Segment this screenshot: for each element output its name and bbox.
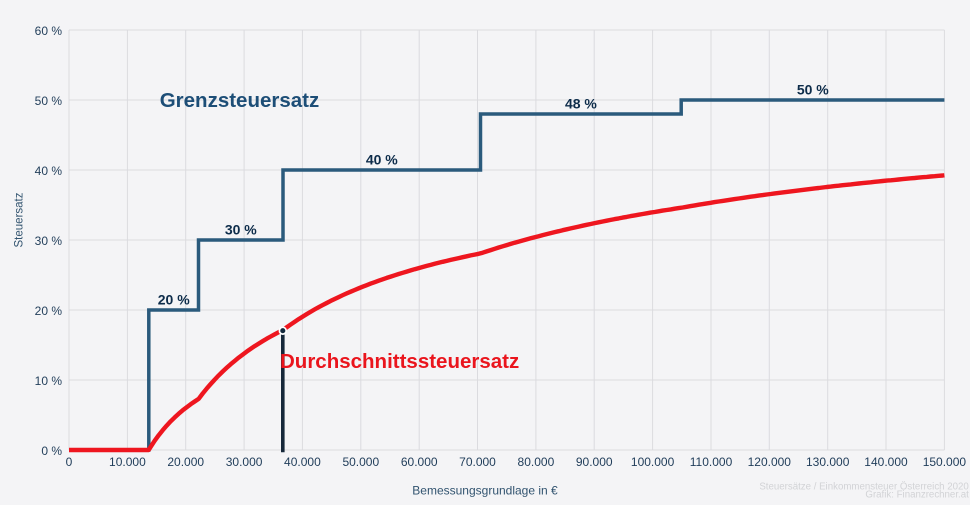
svg-text:80.000: 80.000 bbox=[518, 455, 555, 469]
svg-text:30 %: 30 % bbox=[225, 222, 257, 238]
svg-text:Grafik: Finanzrechner.at: Grafik: Finanzrechner.at bbox=[865, 490, 969, 501]
svg-text:0: 0 bbox=[66, 455, 73, 469]
svg-text:50.000: 50.000 bbox=[342, 455, 379, 469]
svg-text:130.000: 130.000 bbox=[806, 455, 850, 469]
svg-text:0 %: 0 % bbox=[41, 444, 62, 458]
svg-text:Durchschnittssteuersatz: Durchschnittssteuersatz bbox=[280, 350, 519, 373]
svg-text:110.000: 110.000 bbox=[690, 455, 733, 469]
svg-text:30 %: 30 % bbox=[35, 234, 63, 248]
svg-text:60 %: 60 % bbox=[35, 24, 63, 38]
svg-text:120.000: 120.000 bbox=[748, 455, 792, 469]
svg-text:Steuersätze / Einkommensteuer: Steuersätze / Einkommensteuer Österreich… bbox=[759, 481, 969, 492]
svg-text:90.000: 90.000 bbox=[576, 455, 613, 469]
svg-text:Grenzsteuersatz: Grenzsteuersatz bbox=[160, 89, 320, 112]
svg-text:40 %: 40 % bbox=[366, 152, 398, 168]
svg-text:40.000: 40.000 bbox=[284, 455, 321, 469]
svg-text:140.000: 140.000 bbox=[864, 455, 908, 469]
svg-text:70.000: 70.000 bbox=[459, 455, 496, 469]
svg-text:20 %: 20 % bbox=[158, 292, 190, 308]
svg-text:60.000: 60.000 bbox=[401, 455, 438, 469]
svg-text:150.000: 150.000 bbox=[923, 455, 967, 469]
svg-text:30.000: 30.000 bbox=[226, 455, 263, 469]
svg-text:50 %: 50 % bbox=[797, 82, 829, 98]
svg-text:20 %: 20 % bbox=[35, 304, 63, 318]
svg-text:Bemessungsgrundlage in €: Bemessungsgrundlage in € bbox=[412, 484, 558, 498]
svg-text:Steuersatz: Steuersatz bbox=[14, 192, 26, 247]
svg-text:10.000: 10.000 bbox=[109, 455, 146, 469]
svg-text:100.000: 100.000 bbox=[631, 455, 675, 469]
svg-text:20.000: 20.000 bbox=[167, 455, 204, 469]
svg-text:50 %: 50 % bbox=[35, 94, 63, 108]
svg-text:40 %: 40 % bbox=[35, 164, 63, 178]
svg-text:10 %: 10 % bbox=[35, 374, 63, 388]
svg-text:48 %: 48 % bbox=[565, 96, 597, 112]
